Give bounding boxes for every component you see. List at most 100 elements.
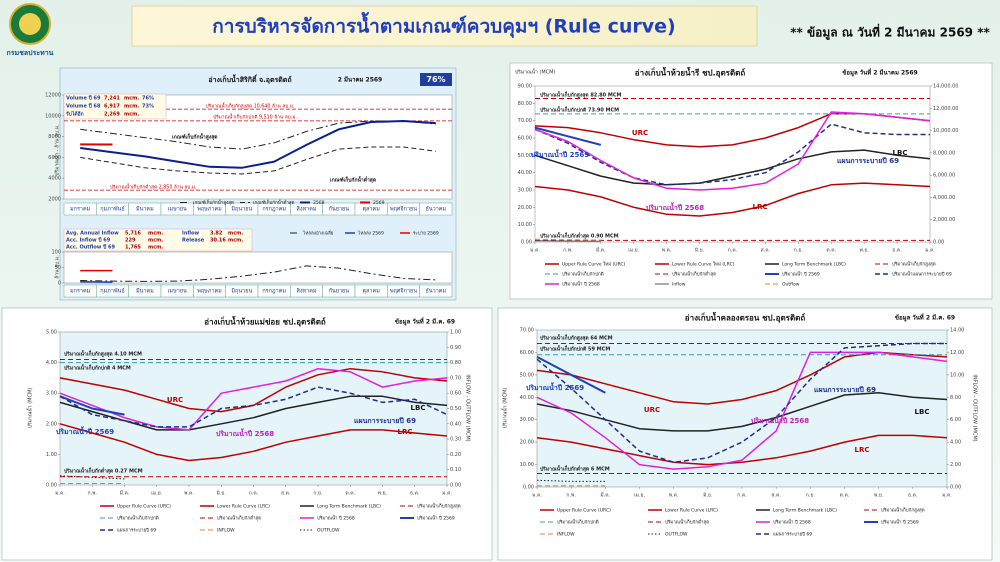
y-tick-label: 2.00	[46, 421, 57, 427]
x-tick-label: พ.ค.	[184, 491, 194, 497]
y-tick-label: 70.00	[520, 328, 534, 334]
x-tick-label: มี.ค.	[120, 490, 130, 497]
info-text: 76%	[142, 96, 154, 102]
x-tick-label: ก.ย.	[806, 493, 816, 499]
info-text: รับได้อีก	[66, 111, 84, 118]
legend-label: Upper Rule Curve (URC)	[557, 508, 611, 514]
y2-tick-label: 0.70	[450, 375, 461, 381]
y-axis-label: ปริมาณน้ำ (MCM)	[515, 67, 555, 76]
y2-tick-label: 0.60	[450, 391, 461, 397]
chart-subtitle: ข้อมูล วันที่ 2 มี.ค. 69	[895, 313, 955, 323]
legend-label: ปริมาณน้ำ ปี 2569	[417, 515, 455, 522]
info-text: Release	[182, 238, 205, 244]
x-tick-label: ต.ค.	[826, 248, 836, 254]
legend-label: ปริมาณน้ำเก็บกักปกติ	[117, 514, 159, 522]
x-tick-label: ตุลาคม	[362, 207, 380, 213]
info-text: 6,917	[104, 104, 120, 110]
annotation: URC	[632, 129, 648, 137]
y-tick-label: 3.00	[46, 391, 57, 397]
y2-tick-label: 0.90	[450, 345, 461, 351]
y2-tick-label: 0.00	[450, 483, 461, 489]
legend-label: Upper Rule Curve ใหม่ (URC)	[562, 262, 626, 268]
legend-label: ไหลลง 2569	[357, 231, 384, 237]
x-tick-label: ส.ค.	[771, 493, 781, 499]
legend-label: Long Term Benchmark (LBC)	[782, 262, 846, 268]
legend-label: Upper Rule Curve (URC)	[117, 504, 171, 510]
annotation: ปริมาณน้ำปี 2569	[56, 425, 114, 436]
y-tick-label: 12000	[45, 93, 61, 99]
y2-tick-label: 4,000.00	[933, 195, 955, 201]
x-tick-label: ธันวาคม	[426, 206, 447, 213]
chart-title: อ่างเก็บน้ำสิริกิติ์ จ.อุตรดิตถ์	[208, 73, 291, 84]
series-line	[534, 126, 602, 146]
legend-label: ไหลลงอ่างเฉลี่ย	[302, 230, 334, 237]
info-text: 7,241	[104, 96, 120, 102]
y-tick-label: 0.00	[521, 240, 532, 246]
logo-text: กรมชลประทาน	[7, 49, 54, 57]
annotation: LRC	[855, 446, 870, 454]
annotation: URC	[644, 406, 660, 414]
x-tick-label: กุมภาพันธ์	[100, 206, 124, 213]
x-tick-label: ก.พ.	[563, 248, 573, 254]
x-tick-label: สิงหาคม	[296, 288, 317, 295]
annotation: ปริมาณน้ำเก็บกักสูงสุด 64 MCM	[540, 333, 613, 343]
legend-label: ปริมาณน้ำ ปี 2568	[773, 519, 811, 526]
page-title: การบริหารจัดการน้ำตามเกณฑ์ควบคุมฯ (Rule …	[212, 12, 675, 39]
x-tick-label: เม.ย.	[151, 491, 163, 497]
x-tick-label: กรกฎาคม	[262, 289, 286, 295]
series-line	[59, 386, 448, 428]
info-text: mcm.	[148, 245, 163, 251]
y-tick-label: 70.00	[518, 118, 532, 124]
legend-label: OUTFLOW	[665, 532, 688, 538]
series-line	[80, 120, 436, 169]
y-tick-label: 30.00	[518, 188, 532, 194]
x-tick-label: ม.ค.	[442, 491, 452, 497]
annotation: ปริมาณน้ำเก็บกักต่ำสุด 6 MCM	[540, 464, 610, 473]
legend-label: ระบาย 2569	[413, 231, 439, 237]
y-tick-label: 5.00	[46, 330, 57, 336]
series-line	[536, 479, 606, 482]
info-text: Inflow	[182, 231, 200, 237]
chart-title: อ่างเก็บน้ำคลองตรอน ชป.อุตรดิตถ์	[685, 312, 806, 324]
x-tick-label: ส.ค.	[281, 491, 291, 497]
y-tick-label: 50.00	[520, 372, 534, 378]
annotation: ปริมาณน้ำปี 2568	[751, 414, 809, 425]
legend-label: INFLOW	[217, 528, 235, 534]
chart-subtitle: ข้อมูล วันที่ 2 มี.ค. 69	[395, 317, 455, 327]
info-text: Avg. Annual Inflow	[66, 231, 119, 237]
x-tick-label: ธ.ค.	[892, 248, 902, 254]
x-tick-label: มกราคม	[70, 289, 91, 295]
y2-tick-label: 1.00	[450, 330, 461, 336]
legend-label: ปริมาณน้ำ ปี 2569	[881, 519, 919, 526]
legend-label: OUTFLOW	[317, 528, 340, 534]
y-tick-label: 8000	[48, 134, 61, 140]
chart-subtitle: ข้อมูล วันที่ 2 มีนาคม 2569	[842, 68, 917, 78]
x-tick-label: พฤษภาคม	[197, 207, 222, 213]
x-tick-label: มี.ค.	[596, 247, 606, 254]
y-tick-label: 40.00	[520, 395, 534, 401]
annotation: ปริมาณน้ำเก็บกักสูงสุด 4.10 MCM	[64, 349, 142, 359]
annotation: LBC	[893, 149, 908, 157]
plot-area	[59, 331, 448, 486]
y-tick-label: 40.00	[518, 170, 532, 176]
series-line	[536, 342, 947, 464]
x-tick-label: พฤษภาคม	[197, 289, 222, 295]
x-tick-label: ธ.ค.	[410, 491, 420, 497]
y-tick-label: 6000	[48, 155, 61, 161]
x-tick-label: มีนาคม	[136, 288, 155, 295]
x-tick-label: พฤศจิกายน	[390, 206, 417, 213]
y2-tick-label: 0.20	[450, 452, 461, 458]
legend-label: ปริมาณน้ำเก็บกักต่ำสุด	[672, 270, 716, 278]
x-tick-label: พฤศจิกายน	[390, 288, 417, 295]
info-text: 229	[125, 238, 136, 244]
x-tick-label: พ.ย.	[378, 491, 388, 497]
y2-tick-label: 6,000.00	[933, 173, 955, 179]
x-tick-label: ม.ค.	[942, 493, 952, 499]
chart-subtitle: 2 มีนาคม 2569	[338, 76, 382, 84]
info-box	[63, 93, 167, 120]
annotation: เกณฑ์เก็บกักน้ำสูงสุด	[172, 132, 218, 142]
y2-tick-label: 14.00	[950, 328, 964, 334]
x-tick-label: มิ.ย.	[703, 492, 713, 499]
y2-tick-label: 0.80	[450, 360, 461, 366]
y-axis-label: ปริมาณน้ำ - ล้าน ลบ.ม.	[52, 124, 61, 176]
